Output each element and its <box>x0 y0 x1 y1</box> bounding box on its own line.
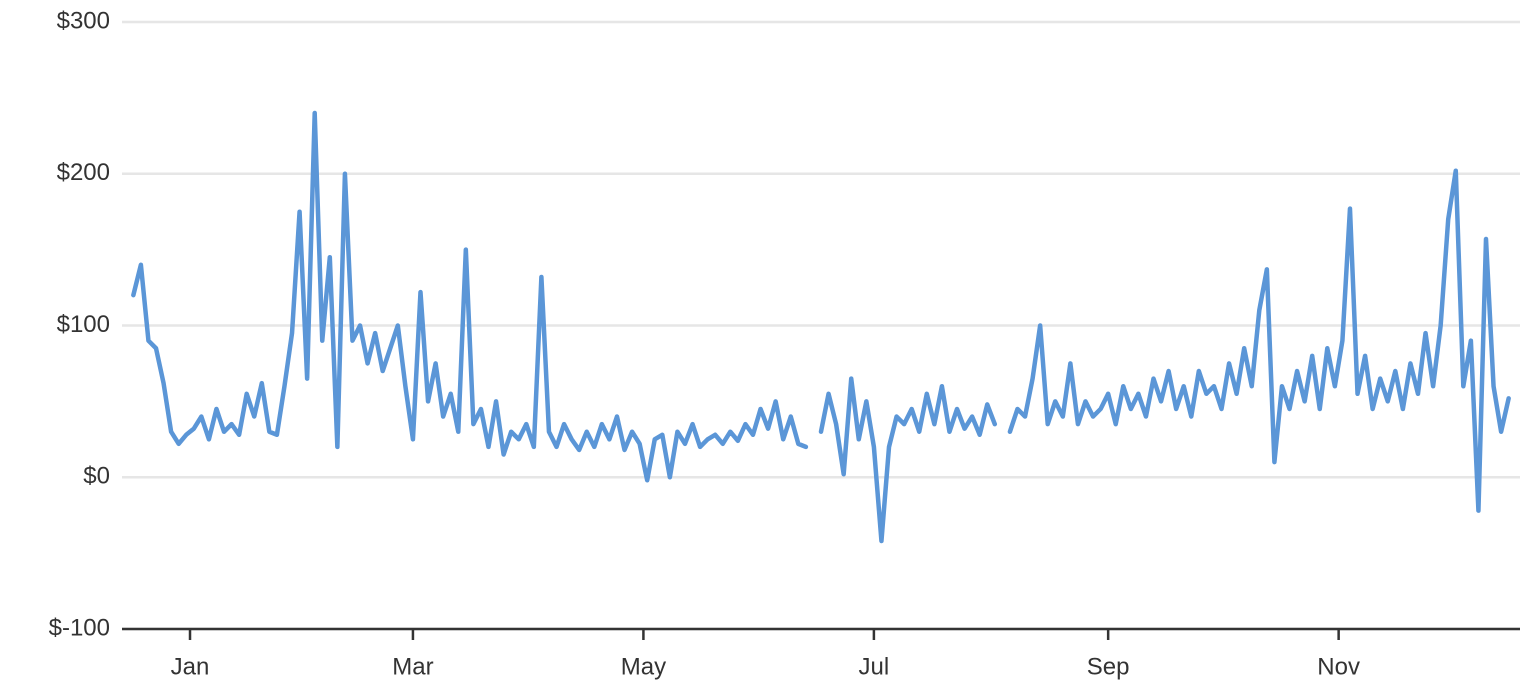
y-tick-label: $0 <box>83 463 110 490</box>
y-tick-label: $100 <box>57 311 110 338</box>
y-tick-label: $300 <box>57 7 110 34</box>
y-tick-label: $-100 <box>49 614 110 641</box>
data-line <box>131 110 1511 544</box>
x-tick-label: Nov <box>1317 653 1360 680</box>
plot-area <box>131 110 1511 544</box>
x-tick-label: May <box>621 653 666 680</box>
x-tick-label: Sep <box>1087 653 1130 680</box>
x-tick-label: Mar <box>392 653 433 680</box>
axes: $-100 $0 $100 $200 $300 Jan Mar May Jul Sep Nov <box>49 7 1520 680</box>
x-tick-label: Jul <box>859 653 890 680</box>
y-tick-label: $200 <box>57 159 110 186</box>
x-tick-label: Jan <box>171 653 210 680</box>
